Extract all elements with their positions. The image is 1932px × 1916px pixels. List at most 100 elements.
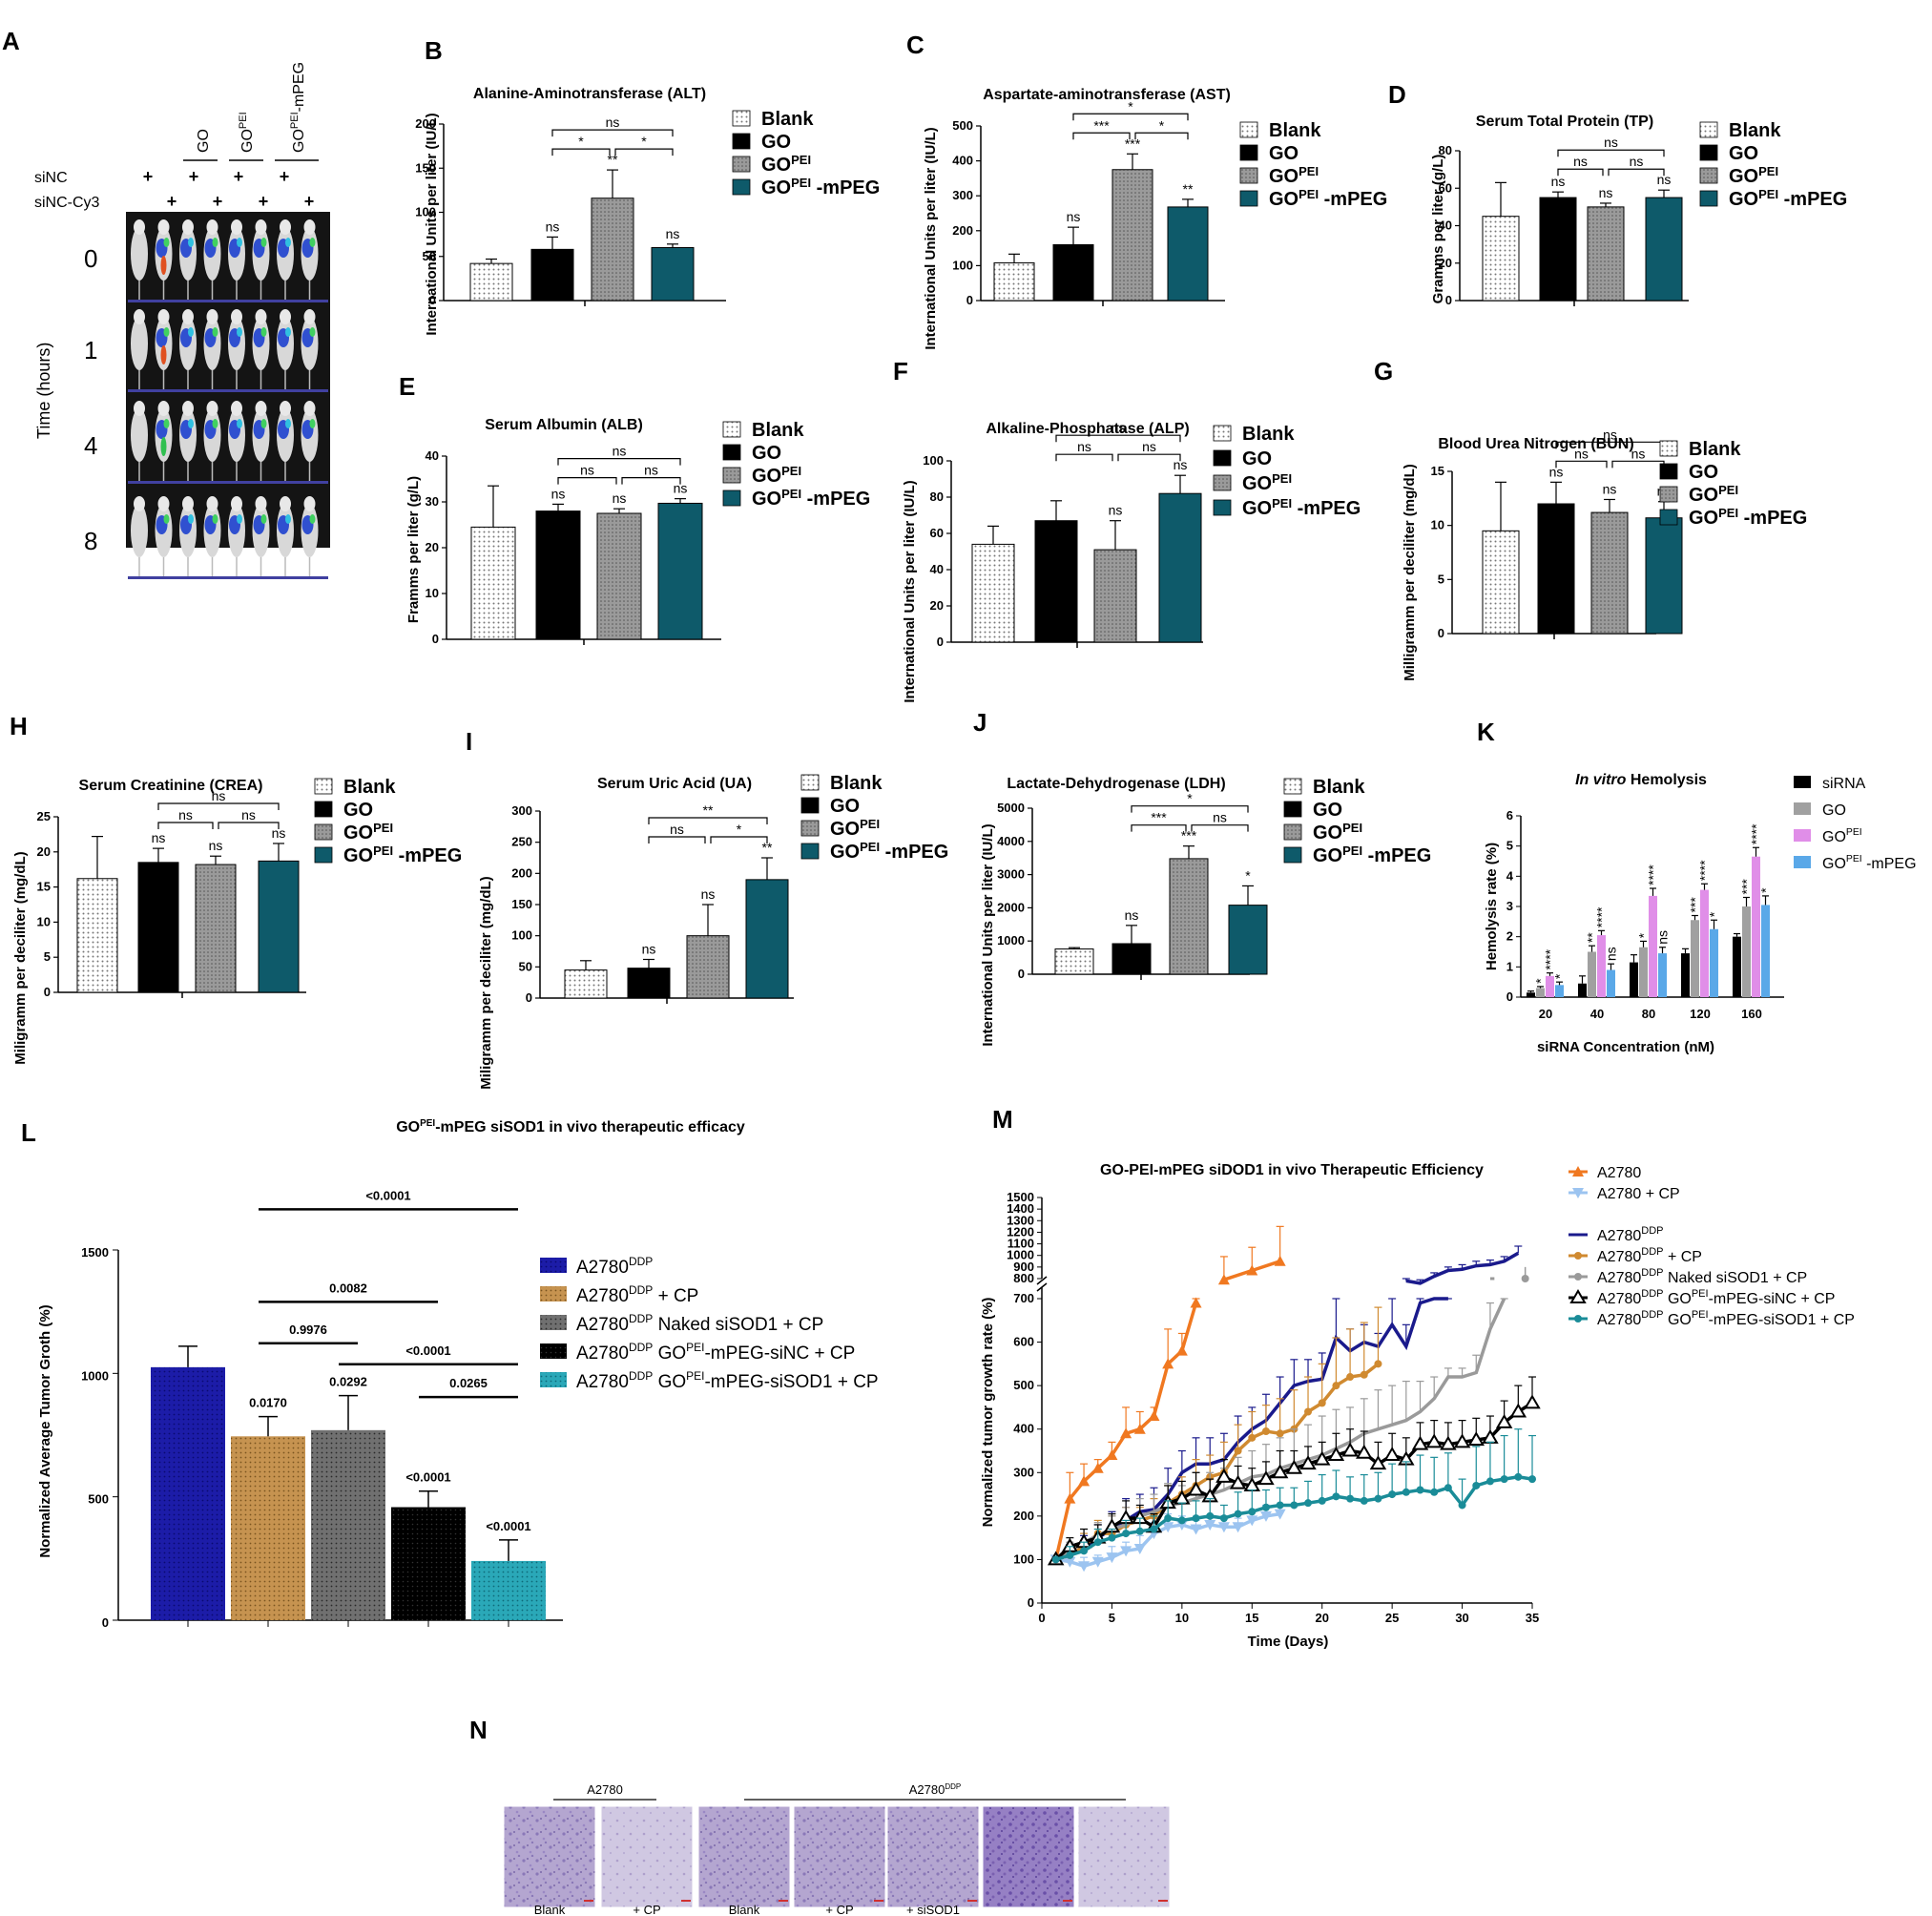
chart-title: GO-PEI-mPEG siDOD1 in vivo Therapeutic E… bbox=[1100, 1162, 1484, 1178]
bar bbox=[1527, 992, 1535, 997]
legend-swatch bbox=[1239, 144, 1258, 161]
legend-swatch bbox=[732, 133, 751, 150]
y-tick-label: 600 bbox=[1013, 1335, 1034, 1349]
significance-label: ns bbox=[1599, 185, 1613, 200]
y-tick-label: 1000 bbox=[997, 933, 1025, 948]
comparison-bracket bbox=[1557, 149, 1665, 157]
y-tick-label: 5 bbox=[44, 949, 51, 964]
panel-letter: E bbox=[399, 372, 415, 401]
bar bbox=[1052, 243, 1094, 302]
x-tick-label: 25 bbox=[1385, 1611, 1399, 1625]
data-point bbox=[1246, 1264, 1258, 1276]
legend-swatch bbox=[1659, 486, 1678, 503]
data-point bbox=[1318, 1496, 1326, 1505]
data-point bbox=[1313, 1450, 1331, 1466]
significance-label: ns bbox=[1551, 174, 1566, 189]
y-tick-label: 0 bbox=[966, 293, 973, 307]
bar bbox=[469, 262, 513, 302]
data-point bbox=[1164, 1514, 1173, 1523]
x-tick-label: 10 bbox=[1175, 1611, 1189, 1625]
legend-label: GO bbox=[1822, 802, 1846, 819]
legend-label: Blank bbox=[1313, 777, 1365, 798]
data-point bbox=[1261, 1503, 1270, 1511]
row-divider bbox=[128, 481, 328, 484]
plus-mark: + bbox=[213, 192, 223, 211]
panel-letter: D bbox=[1388, 80, 1406, 109]
bracket-label: * bbox=[1187, 791, 1193, 806]
legend-swatch bbox=[1283, 846, 1302, 864]
bar bbox=[1167, 206, 1209, 302]
bracket-label: ns bbox=[606, 115, 620, 130]
mouse-head bbox=[255, 496, 267, 511]
legend-label: Blank bbox=[830, 773, 883, 794]
mouse-head bbox=[134, 309, 145, 324]
y-tick-label: 80 bbox=[930, 489, 944, 504]
bar bbox=[1597, 935, 1606, 997]
chart-k-hemolysis: K In vitro Hemolysis Hemolysis rate (%) siR… bbox=[1477, 718, 1917, 1055]
legend-swatch bbox=[314, 823, 333, 841]
y-tick-label: 1000 bbox=[1007, 1248, 1034, 1262]
y-tick-label: 0 bbox=[1028, 1595, 1034, 1610]
significance-label: ns bbox=[1067, 209, 1081, 224]
legend-swatch bbox=[800, 797, 820, 814]
data-point bbox=[1229, 1474, 1247, 1489]
data-point bbox=[1304, 1499, 1313, 1508]
signal-blob bbox=[212, 327, 218, 337]
bar bbox=[258, 860, 300, 993]
bracket-label: ns bbox=[1077, 439, 1091, 454]
significance-label: * bbox=[1758, 887, 1774, 893]
data-point bbox=[1120, 1427, 1132, 1439]
y-tick-label: 400 bbox=[952, 154, 973, 168]
mouse-head bbox=[303, 309, 316, 324]
data-point bbox=[1108, 1533, 1116, 1542]
data-point bbox=[1411, 1435, 1429, 1450]
comparison-bracket bbox=[1557, 168, 1604, 177]
y-tick-label: 150 bbox=[511, 897, 532, 911]
chart-title: Serum Creatinine (CREA) bbox=[79, 778, 263, 794]
mouse-head bbox=[134, 496, 145, 511]
legend-label: GOPEI -mPEG bbox=[752, 487, 870, 510]
bar bbox=[564, 969, 608, 999]
legend-label: GO bbox=[761, 132, 791, 153]
mouse-head bbox=[206, 401, 218, 416]
bracket-label: ns bbox=[644, 463, 658, 478]
data-point bbox=[1064, 1556, 1076, 1568]
y-tick-label: 30 bbox=[426, 494, 439, 509]
panel-letter: H bbox=[10, 712, 28, 740]
legend-swatch bbox=[1239, 167, 1258, 184]
legend-label: Blank bbox=[1689, 439, 1741, 460]
bracket-label: * bbox=[641, 134, 647, 149]
bracket-label: ns bbox=[1631, 446, 1646, 461]
data-point bbox=[1257, 1470, 1275, 1486]
legend-label: A2780DDP bbox=[1597, 1225, 1664, 1244]
legend-label: GO bbox=[343, 800, 373, 821]
signal-blob bbox=[160, 345, 167, 364]
comparison-bracket bbox=[648, 817, 768, 824]
significance-label: ns bbox=[209, 838, 223, 853]
y-tick-label: 80 bbox=[1439, 143, 1452, 157]
legend-swatch bbox=[800, 774, 820, 791]
y-tick-label: 1000 bbox=[81, 1368, 109, 1383]
chart-title: Blood Urea Nitrogen (BUN) bbox=[1438, 436, 1633, 452]
y-tick-label: 25 bbox=[37, 809, 51, 823]
mouse-head bbox=[206, 219, 218, 235]
bar bbox=[535, 510, 581, 640]
data-point bbox=[1215, 1468, 1233, 1483]
bar bbox=[1752, 856, 1760, 997]
y-tick-label: 200 bbox=[1013, 1509, 1034, 1523]
data-point bbox=[1091, 1462, 1104, 1473]
significance-label: ns bbox=[1174, 457, 1188, 472]
bar bbox=[1588, 951, 1596, 997]
significance-label: ns bbox=[1604, 947, 1619, 961]
legend-label: GOPEI -mPEG bbox=[1242, 496, 1361, 519]
significance-label: ns bbox=[666, 226, 680, 241]
mouse-head bbox=[255, 401, 267, 416]
p-value-label: 0.0292 bbox=[329, 1375, 367, 1389]
panel-letter: I bbox=[466, 727, 472, 756]
legend-swatch bbox=[800, 820, 820, 837]
signal-blob bbox=[188, 327, 194, 337]
y-axis-label: International Units per liter (IU/L) bbox=[980, 823, 996, 1046]
y-tick-label: 40 bbox=[930, 562, 944, 576]
data-point bbox=[1135, 1527, 1144, 1535]
chart-m-growth-rate: M GO-PEI-mPEG siDOD1 in vivo Therapeutic … bbox=[980, 1105, 1855, 1650]
